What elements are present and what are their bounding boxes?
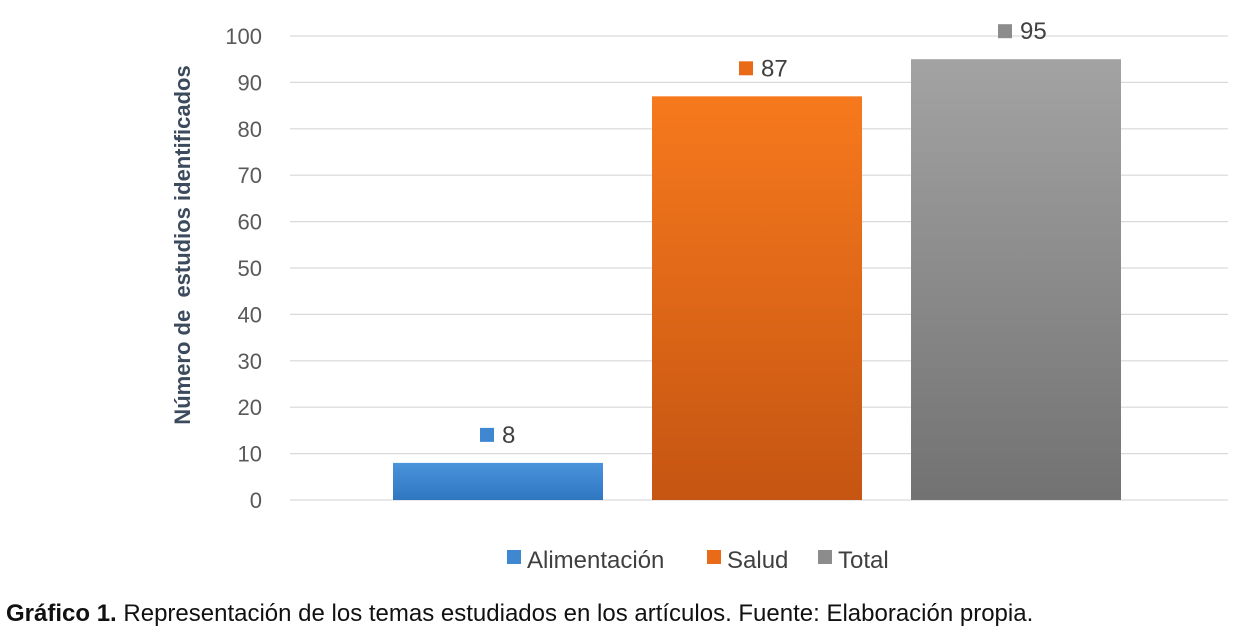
bar-Alimentación <box>393 462 603 500</box>
y-tick-label-10: 10 <box>238 442 262 467</box>
data-labels: 8 87 95 <box>480 18 1047 449</box>
data-label-marker-0 <box>480 427 494 442</box>
data-label-Total: 95 <box>1020 18 1047 45</box>
y-tick-label-90: 90 <box>238 70 262 95</box>
data-label-marker-2 <box>998 24 1012 39</box>
y-tick-label-30: 30 <box>238 349 262 374</box>
y-tick-label-40: 40 <box>238 302 262 327</box>
legend-swatch-1 <box>707 550 721 564</box>
y-tick-label-70: 70 <box>238 163 262 188</box>
y-tick-label-0: 0 <box>250 488 262 513</box>
legend: Alimentación Salud Total <box>507 547 889 574</box>
data-label-Salud: 87 <box>761 55 788 82</box>
data-label-Alimentación: 8 <box>502 422 515 449</box>
caption-label: Gráfico 1. <box>6 600 117 627</box>
y-tick-label-100: 100 <box>225 24 262 49</box>
legend-swatch-0 <box>507 550 521 564</box>
figure-caption: Gráfico 1. Representación de los temas e… <box>6 600 1033 628</box>
y-tick-label-60: 60 <box>238 210 262 235</box>
legend-entry-Alimentación: Alimentación <box>527 547 664 574</box>
y-tick-label-80: 80 <box>238 117 262 142</box>
data-label-marker-1 <box>739 61 753 76</box>
bar-Salud <box>652 96 862 500</box>
legend-entry-Salud: Salud <box>727 547 788 574</box>
y-tick-labels: 0 10 20 30 40 50 60 70 80 90 100 <box>225 24 262 513</box>
caption-text: Representación de los temas estudiados e… <box>116 600 1034 627</box>
bar-Total <box>911 59 1121 500</box>
y-axis-label: Número de estudios identificados <box>170 65 195 424</box>
bar-chart: 0 10 20 30 40 50 60 70 80 90 100 8 87 95 Número de e… <box>170 18 1228 574</box>
y-tick-label-50: 50 <box>238 256 262 281</box>
legend-entry-Total: Total <box>838 547 889 574</box>
y-tick-label-20: 20 <box>238 395 262 420</box>
legend-swatch-2 <box>818 550 832 564</box>
bars <box>393 59 1121 500</box>
